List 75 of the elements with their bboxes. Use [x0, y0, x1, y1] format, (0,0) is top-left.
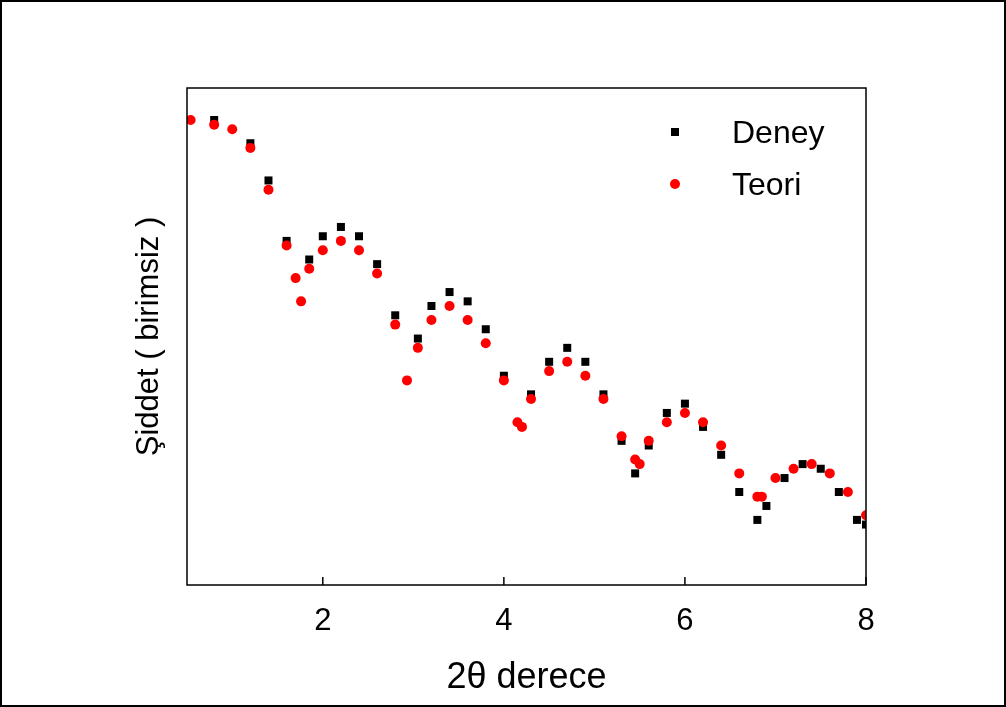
- point: [616, 431, 627, 442]
- point: [716, 440, 727, 451]
- point: [227, 124, 238, 135]
- point: [427, 302, 436, 310]
- point: [735, 488, 744, 496]
- point: [281, 240, 292, 251]
- point: [581, 357, 590, 366]
- point: [372, 268, 383, 279]
- x-tick-label: 2: [314, 602, 332, 637]
- point: [798, 460, 807, 469]
- point: [304, 263, 315, 274]
- point: [498, 375, 509, 386]
- point: [770, 473, 781, 484]
- point: [544, 366, 555, 377]
- point: [717, 450, 726, 459]
- point: [631, 469, 640, 478]
- x-tick-label: 6: [676, 602, 694, 637]
- point: [391, 311, 400, 320]
- point: [661, 417, 672, 428]
- point: [563, 343, 572, 352]
- point: [373, 260, 382, 269]
- point: [187, 115, 196, 125]
- point: [413, 334, 422, 343]
- point: [852, 515, 861, 524]
- point: [463, 297, 472, 306]
- point: [305, 255, 314, 264]
- point: [412, 342, 423, 353]
- point: [480, 338, 491, 349]
- point: [762, 501, 771, 510]
- point: [526, 394, 537, 404]
- point: [634, 459, 645, 470]
- legend-label: Teori: [732, 166, 802, 202]
- x-axis-title: 2θ derece: [446, 655, 607, 696]
- point: [335, 235, 346, 246]
- point: [734, 468, 745, 479]
- point: [679, 407, 690, 418]
- point: [445, 288, 454, 297]
- point: [444, 301, 455, 311]
- point: [698, 417, 709, 428]
- point: [318, 232, 327, 241]
- y-axis-title: Şiddet ( birimsiz ): [130, 216, 165, 457]
- point: [209, 119, 220, 130]
- point: [598, 394, 609, 404]
- point: [816, 464, 825, 473]
- point: [780, 474, 789, 483]
- point: [336, 222, 345, 231]
- point: [643, 435, 654, 446]
- point: [788, 463, 799, 474]
- point: [462, 314, 473, 325]
- point: [264, 176, 273, 185]
- point: [662, 408, 671, 417]
- point: [824, 468, 835, 479]
- x-tick-label: 8: [857, 602, 875, 637]
- x-tick-label: 4: [495, 602, 513, 637]
- point: [545, 357, 554, 366]
- point: [516, 421, 527, 432]
- point: [402, 375, 412, 386]
- point: [834, 488, 843, 496]
- point: [390, 319, 401, 330]
- point: [680, 399, 689, 408]
- point: [426, 314, 437, 325]
- point: [354, 245, 365, 256]
- point: [562, 356, 573, 367]
- point: [481, 325, 490, 334]
- point: [842, 487, 853, 497]
- point: [245, 142, 256, 153]
- point: [290, 273, 301, 284]
- point: [753, 515, 762, 524]
- point: [806, 459, 817, 470]
- point: [263, 184, 274, 195]
- point: [317, 245, 328, 256]
- point: [296, 296, 307, 307]
- point: [580, 370, 591, 381]
- point: [355, 232, 364, 241]
- legend-label: Deney: [732, 114, 825, 150]
